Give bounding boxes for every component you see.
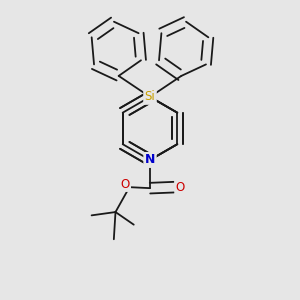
Text: Si: Si — [145, 90, 155, 104]
Text: O: O — [175, 181, 184, 194]
Text: N: N — [145, 154, 155, 166]
Text: O: O — [121, 178, 130, 191]
